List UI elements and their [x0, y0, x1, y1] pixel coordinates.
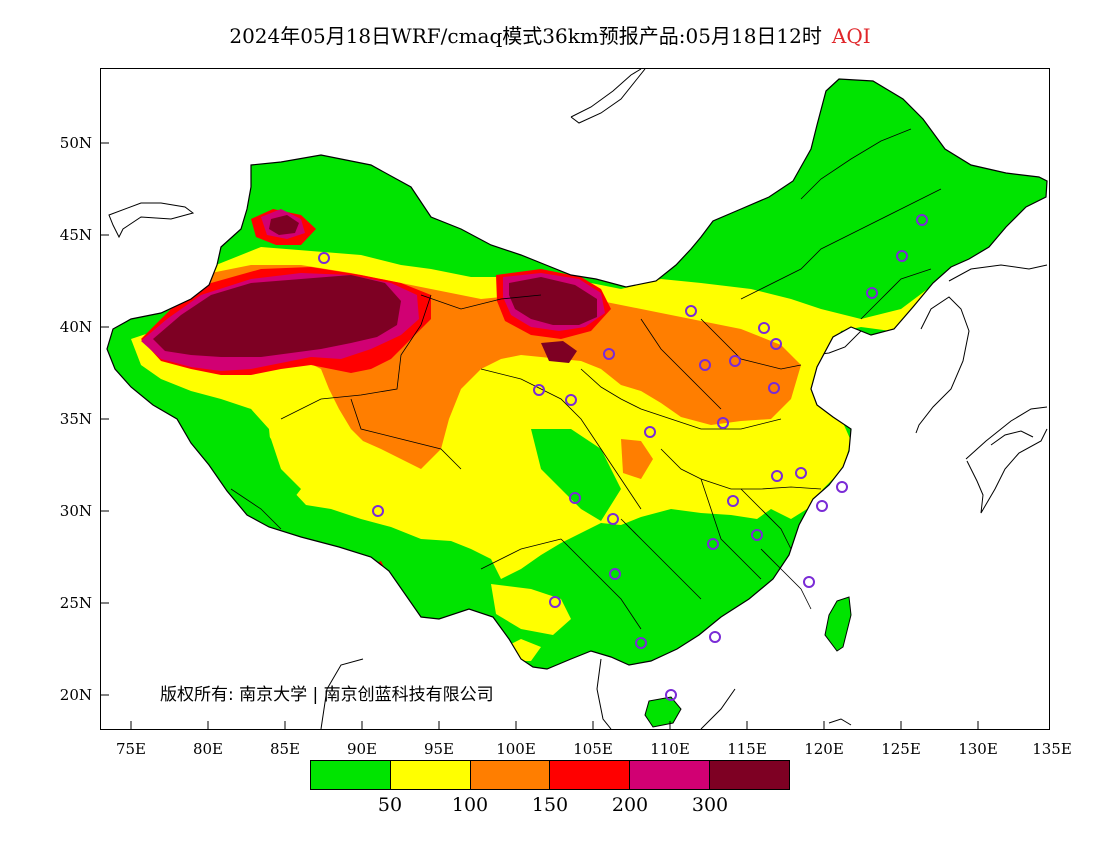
lon-label-120e: 120E — [804, 740, 844, 758]
map-title: 2024年05月18日WRF/cmaq模式36km预报产品:05月18日12时 A… — [0, 20, 1100, 49]
legend-swatch-moderate — [390, 761, 471, 789]
lon-label-135e: 135E — [1032, 740, 1072, 758]
lon-label-105e: 105E — [573, 740, 613, 758]
lat-label-20n: 20N — [59, 686, 92, 704]
legend-swatch-good — [311, 761, 391, 789]
lon-label-75e: 75E — [115, 740, 147, 758]
legend-label-200: 200 — [611, 794, 649, 816]
legend-label-100: 100 — [451, 794, 489, 816]
lat-label-30n: 30N — [59, 502, 92, 520]
lat-label-50n: 50N — [59, 134, 92, 152]
legend-swatch-hazardous — [710, 761, 789, 789]
legend-label-150: 150 — [531, 794, 569, 816]
copyright-text: 版权所有: 南京大学 | 南京创蓝科技有限公司 — [160, 685, 494, 705]
lon-label-125e: 125E — [881, 740, 921, 758]
lon-label-100e: 100E — [496, 740, 536, 758]
lat-label-25n: 25N — [59, 594, 92, 612]
station-markers — [318, 214, 928, 701]
lon-label-90e: 90E — [346, 740, 378, 758]
graticule-ticks — [101, 142, 979, 729]
lat-label-45n: 45N — [59, 226, 92, 244]
lon-label-110e: 110E — [650, 740, 690, 758]
aqi-hazardous-area — [153, 275, 401, 357]
lon-label-95e: 95E — [423, 740, 455, 758]
province-borders — [230, 128, 942, 630]
legend-swatch-usg — [470, 761, 551, 789]
title-main: 2024年05月18日WRF/cmaq模式36km预报产品:05月18日12时 — [229, 24, 822, 48]
islands — [644, 596, 852, 728]
lon-label-130e: 130E — [958, 740, 998, 758]
legend-swatch-very-unhealthy — [630, 761, 711, 789]
map-frame — [100, 68, 1050, 730]
aqi-map — [101, 69, 1048, 729]
lon-label-85e: 85E — [269, 740, 301, 758]
lat-label-40n: 40N — [59, 318, 92, 336]
lat-label-35n: 35N — [59, 410, 92, 428]
neighbour-borders — [108, 69, 1048, 729]
legend-swatch-unhealthy — [550, 761, 631, 789]
lon-label-115e: 115E — [727, 740, 767, 758]
aqi-colorbar — [310, 760, 790, 790]
legend-label-300: 300 — [691, 794, 729, 816]
lon-label-80e: 80E — [192, 740, 224, 758]
legend-label-50: 50 — [377, 794, 403, 816]
title-variable: AQI — [831, 24, 871, 48]
